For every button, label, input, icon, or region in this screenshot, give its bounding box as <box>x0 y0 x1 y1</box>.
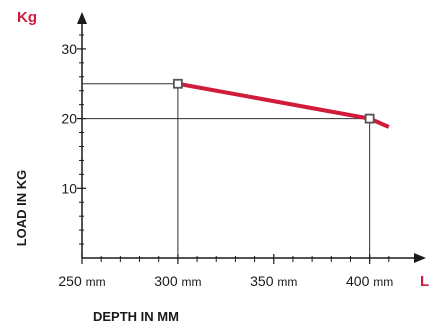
x-tick-label: 350 mm <box>250 273 297 289</box>
axes <box>77 12 426 264</box>
x-tick-labels: 250 mm 300 mm 350 mm 400 mm <box>58 273 393 289</box>
y-tick-labels: 10 20 30 <box>61 41 77 196</box>
y-axis-title: LOAD IN KG <box>14 170 29 247</box>
x-tick-label: 250 mm <box>58 273 105 289</box>
x-axis-arrow <box>414 253 426 263</box>
x-tick-unit: mm <box>277 275 297 289</box>
data-point-marker <box>364 113 375 124</box>
data-point-marker <box>172 78 183 89</box>
x-tick-label: 300 mm <box>154 273 201 289</box>
y-axis-arrow <box>77 12 87 24</box>
minor-ticks <box>79 34 390 262</box>
load-line <box>177 81 390 129</box>
y-tick-label: 30 <box>61 41 77 57</box>
series-lines <box>177 81 390 129</box>
x-tick-unit: mm <box>182 275 202 289</box>
data-markers <box>172 78 375 124</box>
guide-lines <box>82 83 371 258</box>
x-tick-label: 400 mm <box>346 273 393 289</box>
y-tick-label: 20 <box>61 111 77 127</box>
y-unit-label: Kg <box>17 9 37 26</box>
x-tick-unit: mm <box>86 275 106 289</box>
x-unit-label: L <box>420 273 429 290</box>
x-axis-title: DEPTH IN MM <box>93 309 179 324</box>
y-tick-label: 10 <box>61 180 77 196</box>
x-tick-unit: mm <box>373 275 393 289</box>
